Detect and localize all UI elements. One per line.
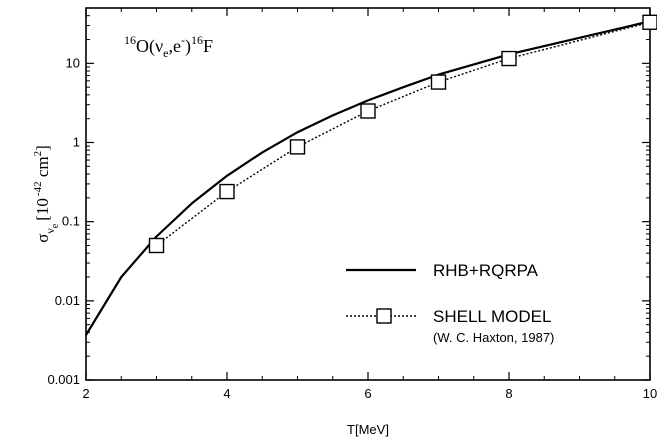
y-tick-label: 0.01 bbox=[55, 293, 80, 308]
x-tick-label: 4 bbox=[223, 386, 230, 401]
data-point-shell-model bbox=[219, 183, 235, 200]
x-tick-label: 8 bbox=[505, 386, 512, 401]
data-point-shell-model bbox=[430, 74, 447, 90]
x-axis-label: T[MeV] bbox=[347, 422, 389, 437]
data-point-shell-model bbox=[360, 103, 376, 119]
data-point-shell-model bbox=[289, 139, 306, 155]
legend-marker-shell bbox=[376, 308, 392, 324]
plot-frame bbox=[85, 7, 651, 381]
x-tick-label: 10 bbox=[643, 386, 657, 401]
series-layer bbox=[85, 14, 657, 336]
y-tick-label: 1 bbox=[73, 135, 80, 150]
svg-text:σνe[10-42 cm2]: σνe[10-42 cm2] bbox=[32, 145, 61, 243]
legend-label-shell: SHELL MODEL bbox=[433, 307, 551, 326]
y-tick-label: 0.001 bbox=[47, 372, 80, 387]
y-tick-label: 0.1 bbox=[62, 214, 80, 229]
axis-ticks: 2 4 6 8 10 0.001 0.01 0.1 1 10 bbox=[47, 7, 657, 401]
x-tick-label: 2 bbox=[82, 386, 89, 401]
legend-sublabel-shell: (W. C. Haxton, 1987) bbox=[433, 330, 554, 345]
data-point-shell-model bbox=[642, 14, 657, 30]
data-point-shell-model bbox=[501, 50, 517, 67]
y-axis-label: σνe[10-42 cm2] bbox=[32, 145, 61, 243]
data-point-shell-model bbox=[148, 237, 165, 254]
y-tick-label: 10 bbox=[66, 55, 80, 70]
legend: RHB+RQRPA SHELL MODEL (W. C. Haxton, 198… bbox=[346, 261, 554, 345]
series-line-shell-model bbox=[156, 21, 651, 247]
reaction-annotation: 16O(νe,e-)16F bbox=[124, 33, 213, 60]
x-tick-label: 6 bbox=[364, 386, 371, 401]
series-line-rhb-rqrpa bbox=[85, 20, 651, 336]
svg-text:16O(νe,e-)16F: 16O(νe,e-)16F bbox=[124, 33, 213, 60]
legend-label-rhb: RHB+RQRPA bbox=[433, 261, 539, 280]
